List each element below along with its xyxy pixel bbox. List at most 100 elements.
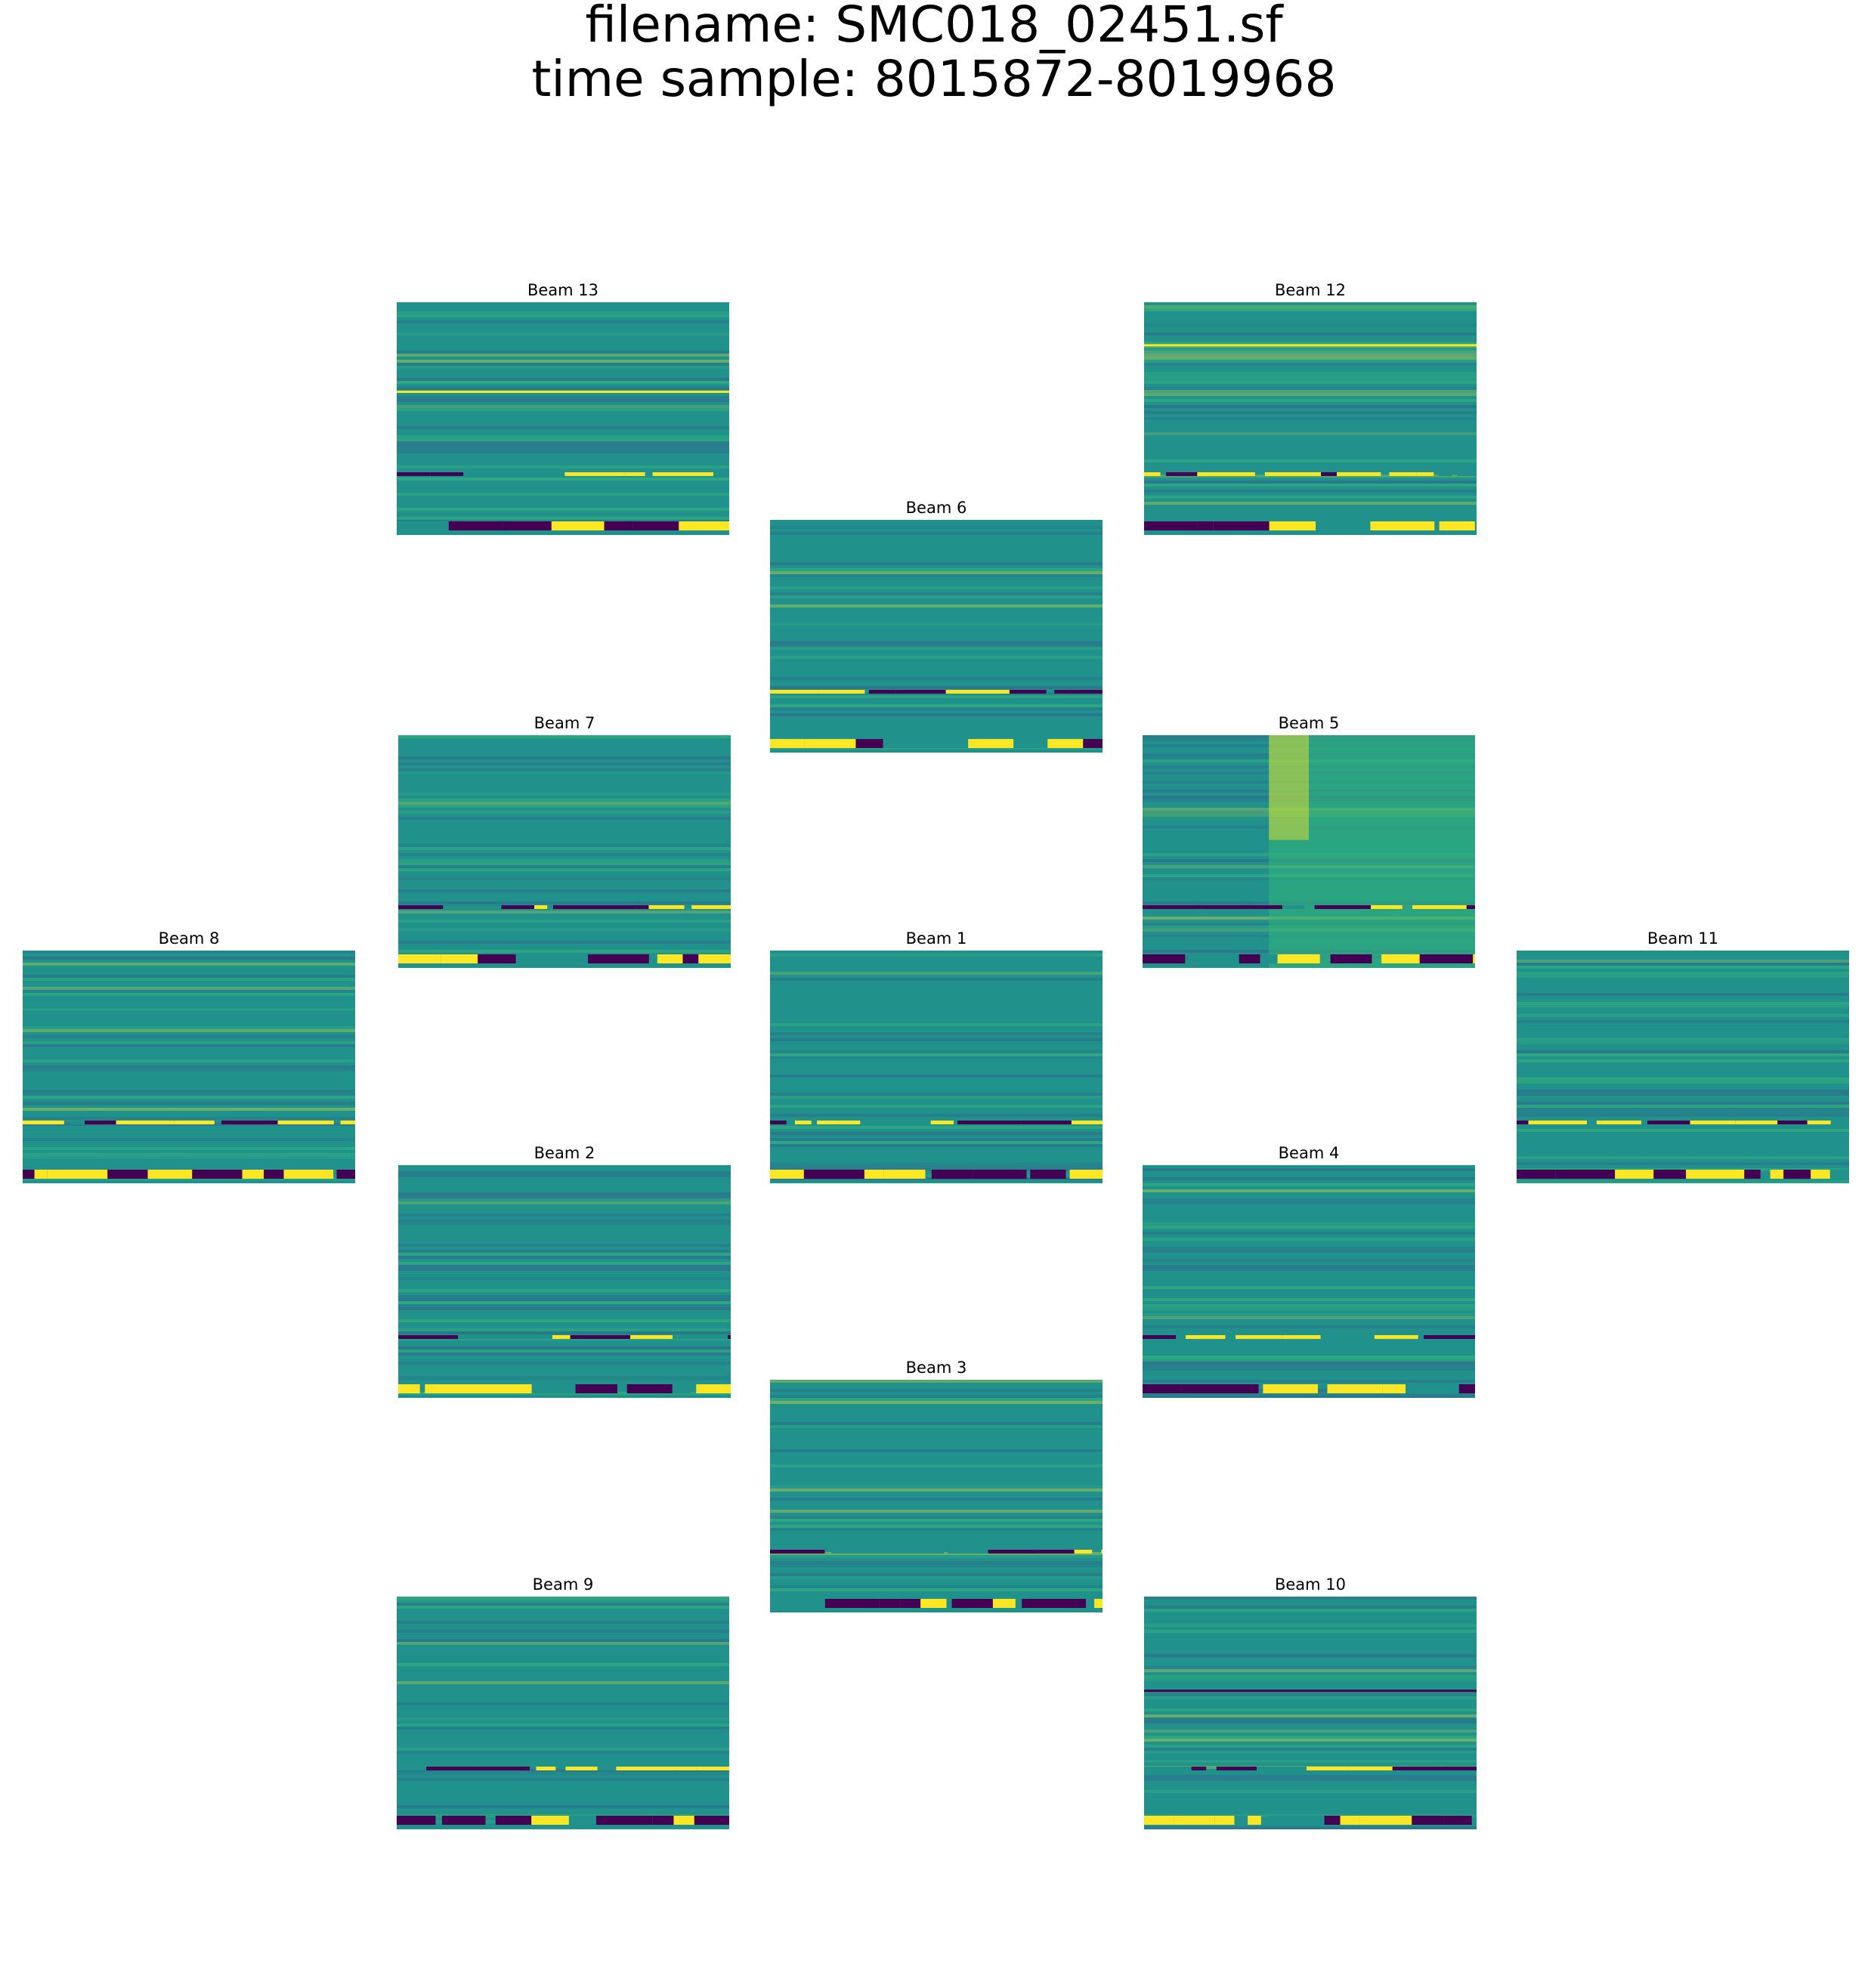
noise-stripe [397,1778,729,1781]
noise-stripe [770,1144,1103,1147]
beam-panel: Beam 3 [770,1357,1103,1614]
noise-stripe [398,1307,731,1310]
noise-stripe [770,1056,1103,1059]
rfi-band-segment [516,1335,552,1339]
rfi-band-segment [340,1121,355,1124]
bottom-band-segment [1069,1170,1103,1179]
beam-panel: Beam 8 [23,928,355,1185]
rfi-band-segment [673,1335,728,1339]
rfi-band-segment [1009,690,1047,694]
noise-stripe [770,1398,1103,1401]
beam-title: Beam 5 [1278,714,1340,732]
rfi-band-segment [221,1121,278,1124]
noise-stripe [1144,1696,1477,1699]
bottom-band-segment [992,1599,1016,1608]
noise-stripe [397,311,729,314]
bottom-band-segment [1327,1384,1383,1393]
rfi-band-segment [957,1121,1021,1124]
noise-stripe [398,1171,731,1174]
rfi-band-segment [831,1550,855,1554]
rfi-band-segment [728,1335,731,1339]
noise-stripe [770,695,1103,698]
noise-stripe [1143,1307,1475,1310]
bottom-band-segment [855,739,883,748]
noise-stripe [1517,1050,1849,1053]
noise-stripe [770,574,1103,577]
rfi-band-segment [625,472,645,476]
noise-stripe [1144,1721,1477,1724]
noise-stripe [398,768,731,771]
noise-stripe [397,438,729,441]
noise-stripe [398,1319,731,1322]
beam-title: Beam 10 [1274,1575,1347,1594]
noise-stripe [770,1516,1103,1519]
noise-stripe [770,1141,1103,1144]
beam-panel: Beam 6 [770,497,1103,754]
noise-stripe [1144,459,1477,462]
persistent-dark-line [1144,1690,1477,1693]
bottom-band-segment [694,1816,729,1825]
rfi-band-segment [1416,472,1434,476]
beam-waterfall-plot [770,520,1103,753]
rfi-band-segment [1374,1335,1418,1339]
noise-stripe [397,381,729,384]
noise-stripe [23,1096,355,1099]
rfi-band-segment [648,905,685,909]
noise-stripe [1517,1180,1849,1183]
bottom-band-segment [864,1170,884,1179]
noise-stripe [1144,357,1477,360]
noise-stripe [770,1489,1103,1492]
noise-stripe [1143,1259,1475,1262]
noise-stripe [398,941,731,944]
noise-stripe [23,1153,355,1156]
noise-stripe [398,865,731,868]
noise-stripe [770,568,1103,571]
noise-stripe [23,957,355,960]
noise-stripe [397,354,729,357]
figure-title-filename: filename: SMC018_02451.sf [585,0,1283,54]
noise-stripe [397,387,729,390]
bottom-band-segment [973,1170,1027,1179]
noise-stripe [770,1032,1103,1035]
bottom-band-segment [568,1816,596,1825]
rfi-band-segment [930,1121,954,1124]
bottom-band-segment [1770,1170,1784,1179]
noise-stripe [1144,1790,1477,1793]
beam-title: Beam 2 [533,1144,595,1162]
noise-stripe [1144,1666,1477,1669]
bottom-band-segment [1267,1816,1325,1825]
rfi-band-segment [426,1767,478,1770]
noise-stripe [1144,305,1477,308]
noise-stripe [1143,1304,1475,1307]
rfi-band-segment [1371,905,1403,909]
noise-stripe [398,1362,731,1365]
noise-stripe [1517,1002,1849,1005]
noise-stripe [770,1138,1103,1141]
noise-stripe [398,844,731,847]
noise-stripe [1144,484,1477,487]
bottom-band-segment [1030,1170,1066,1179]
noise-stripe [1144,405,1477,408]
noise-stripe [1144,1693,1477,1696]
bottom-band-segment [1260,954,1278,963]
noise-stripe [398,1256,731,1259]
rfi-band-segment [1186,1335,1226,1339]
noise-stripe [1144,1669,1477,1672]
noise-stripe [1143,1356,1475,1359]
bottom-band-segment [518,954,537,963]
rfi-band-segment [1807,1121,1831,1124]
noise-stripe [770,586,1103,589]
noise-stripe [398,901,731,904]
noise-stripe [1144,351,1477,354]
beam-title: Beam 11 [1647,929,1719,948]
rfi-band-segment [1216,1767,1257,1770]
rfi-band-segment [945,690,1010,694]
noise-stripe [1144,1597,1477,1600]
bottom-band-segment [657,954,683,963]
noise-stripe [770,972,1103,975]
noise-stripe [397,478,729,481]
rfi-band-segment [508,472,565,476]
noise-stripe [770,1464,1103,1467]
rfi-band-segment [1191,1767,1207,1770]
noise-stripe [1517,972,1849,975]
